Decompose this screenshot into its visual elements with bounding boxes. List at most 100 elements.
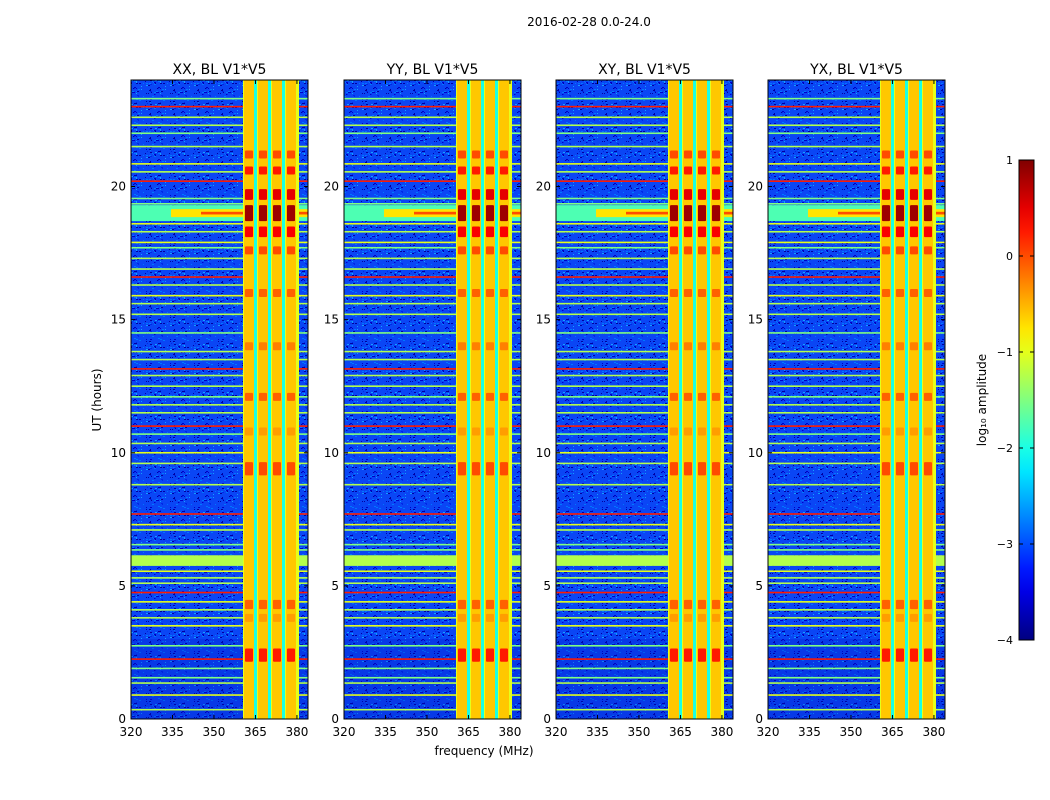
heatmap-line (768, 257, 945, 260)
heatmap-line (131, 180, 308, 182)
heatmap-line (556, 284, 733, 286)
heatmap-line (768, 358, 945, 361)
channel-gap (905, 80, 908, 719)
x-tick-label: 350 (628, 725, 651, 739)
channel-gap (891, 80, 894, 719)
heatmap-line (344, 294, 521, 297)
hot-spot (712, 613, 720, 622)
hot-spot (245, 226, 253, 238)
hot-spot (684, 205, 692, 222)
hot-spot (273, 462, 281, 476)
heatmap-line (131, 368, 308, 370)
hot-spot (670, 189, 678, 200)
hot-spot (259, 342, 267, 351)
hot-spot (245, 166, 253, 175)
hot-spot (670, 613, 678, 622)
heatmap-line (131, 412, 308, 414)
hot-spot (712, 246, 720, 255)
heatmap-line (131, 268, 308, 270)
channel-band (243, 80, 299, 719)
heatmap-line (131, 694, 308, 696)
heatmap-line (344, 513, 521, 515)
heatmap-line (556, 549, 733, 551)
heatmap-line (556, 667, 733, 670)
heatmap-line (344, 145, 521, 148)
hot-spot (500, 246, 508, 255)
heatmap-band (556, 555, 733, 566)
heatmap-line (768, 302, 945, 305)
hot-spot (882, 166, 890, 175)
heatmap-line (131, 513, 308, 515)
hot-spot (698, 427, 706, 436)
hot-spot (472, 427, 480, 436)
heatmap-line (768, 97, 945, 100)
hot-spot (273, 613, 281, 622)
hot-spot (684, 226, 692, 238)
hot-spot (882, 462, 890, 476)
x-tick-label: 350 (840, 725, 863, 739)
hot-spot (684, 392, 692, 401)
hot-spot (500, 392, 508, 401)
channel-gap (254, 80, 257, 719)
hot-spot (500, 462, 508, 476)
hot-spot (472, 342, 480, 351)
hot-spot (486, 246, 494, 255)
heatmap-line (344, 246, 521, 249)
heatmap-line (131, 163, 308, 165)
heatmap-line (768, 412, 945, 414)
hot-spot (245, 613, 253, 622)
channel-gap (693, 80, 696, 719)
heatmap-line (768, 276, 945, 278)
hot-spot (896, 648, 904, 662)
hot-spot (684, 342, 692, 351)
heatmap-line (344, 105, 521, 108)
colorbar-label: log₁₀ amplitude (975, 354, 989, 446)
y-tick-label: 0 (331, 712, 339, 726)
hot-spot (472, 392, 480, 401)
heatmap-line (556, 591, 733, 594)
heatmap-line (344, 163, 521, 165)
heatmap-line (131, 284, 308, 286)
hot-spot (458, 648, 466, 662)
colorbar-tick-label: −4 (997, 634, 1013, 647)
hot-spot (500, 427, 508, 436)
hot-spot (896, 226, 904, 238)
x-tick-label: 380 (710, 725, 733, 739)
heatmap-line (131, 570, 308, 573)
heatmap-line (344, 658, 521, 660)
heatmap-line (556, 682, 733, 684)
hot-spot (486, 150, 494, 159)
hot-spot (910, 166, 918, 175)
hot-spot (259, 613, 267, 622)
heatmap-line (131, 433, 308, 435)
heatmap-line (556, 116, 733, 119)
heatmap-line (768, 116, 945, 119)
heatmap-line (768, 462, 945, 465)
hot-spot (698, 246, 706, 255)
heatmap-line (556, 529, 733, 531)
colorbar-tick-label: −3 (997, 538, 1013, 551)
hot-spot (910, 613, 918, 622)
hot-spot (896, 289, 904, 297)
heatmap-line (131, 658, 308, 660)
heatmap-line (556, 257, 733, 260)
colorbar: 1 0 −1 −2 −3 −4 (997, 154, 1035, 647)
hot-spot (882, 226, 890, 238)
hot-spot (273, 226, 281, 238)
y-tick-label: 0 (755, 712, 763, 726)
hot-spot (500, 226, 508, 238)
heatmap-line (768, 708, 945, 711)
channel-gap (282, 80, 285, 719)
heatmap-line (556, 601, 733, 603)
colorbar-tick-label: −1 (997, 346, 1013, 359)
heatmap-line (344, 374, 521, 377)
heatmap-line (131, 591, 308, 594)
hot-spot (910, 427, 918, 436)
heatmap-line (556, 404, 733, 406)
x-axis-label: frequency (MHz) (434, 744, 533, 758)
hot-spot (882, 342, 890, 351)
panel-1: XX, BL V1*V5 320 335 350 365 380 0 5 10 15 20 (111, 62, 309, 739)
heatmap-line (131, 276, 308, 278)
heatmap-line (768, 676, 945, 679)
